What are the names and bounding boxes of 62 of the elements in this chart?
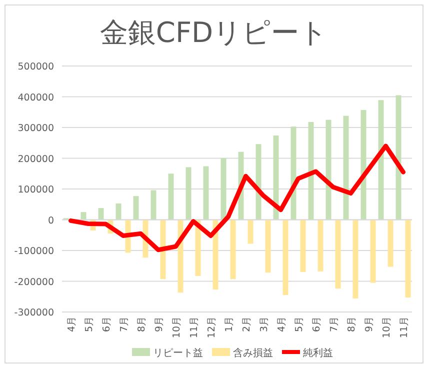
x-tick-label: 7月 (118, 316, 130, 332)
bar (282, 220, 288, 296)
y-tick-label: 100000 (18, 184, 54, 196)
x-tick-label: 11月 (188, 316, 200, 338)
bar (116, 203, 122, 220)
x-tick-label: 6月 (101, 316, 112, 332)
bar (256, 144, 262, 220)
x-tick-label: 8月 (136, 316, 148, 332)
x-tick-label: 10月 (381, 316, 392, 338)
bar (80, 212, 86, 220)
y-tick-label: -200000 (14, 276, 54, 288)
bar (150, 190, 156, 220)
bar (98, 208, 104, 220)
y-tick-label: 500000 (18, 62, 54, 72)
bar (160, 220, 166, 280)
bar (388, 220, 394, 267)
y-tick-label: 0 (48, 215, 54, 226)
x-tick-label: 10月 (171, 316, 182, 338)
bar (308, 122, 314, 220)
bar (186, 167, 192, 220)
x-tick-label: 2月 (241, 316, 252, 332)
bar (326, 120, 332, 220)
bar (133, 196, 139, 220)
bar (300, 220, 306, 272)
bar (352, 220, 358, 298)
x-tick-label: 12月 (206, 316, 218, 338)
y-tick-label: 300000 (18, 123, 54, 134)
x-tick-label: 4月 (276, 316, 288, 332)
x-tick-label: 9月 (154, 316, 165, 332)
legend-label: 含み損益 (233, 347, 273, 359)
bar (248, 220, 254, 244)
bar (273, 135, 279, 220)
x-tick-label: 6月 (311, 316, 322, 332)
bar (230, 220, 236, 280)
y-tick-label: 200000 (18, 154, 54, 165)
legend-label: 純利益 (303, 347, 333, 359)
bar (335, 220, 341, 289)
bar (360, 110, 366, 220)
x-tick-label: 8月 (346, 316, 358, 332)
x-tick-label: 7月 (328, 316, 340, 332)
x-tick-label: 5月 (84, 316, 95, 332)
bar (343, 116, 349, 220)
bar (203, 166, 209, 220)
y-tick-label: -300000 (14, 308, 54, 318)
x-tick-label: 5月 (294, 316, 305, 332)
x-tick-label: 9月 (364, 316, 375, 332)
chart-title: 金銀CFDリピート (100, 16, 328, 49)
y-tick-label: 400000 (18, 92, 54, 104)
bar (396, 95, 402, 220)
bar (318, 220, 324, 272)
x-tick-label: 4月 (66, 316, 78, 332)
bar (370, 220, 376, 283)
x-tick-label: 1月 (224, 316, 235, 332)
bar (220, 158, 226, 220)
x-tick-label: 11月 (398, 316, 410, 338)
legend-label: リピート益 (153, 347, 203, 359)
bar (168, 174, 174, 220)
bar (378, 100, 384, 220)
bar (265, 220, 271, 273)
y-tick-label: -100000 (14, 246, 54, 257)
bar (405, 220, 411, 298)
x-tick-label: 3月 (258, 316, 270, 332)
